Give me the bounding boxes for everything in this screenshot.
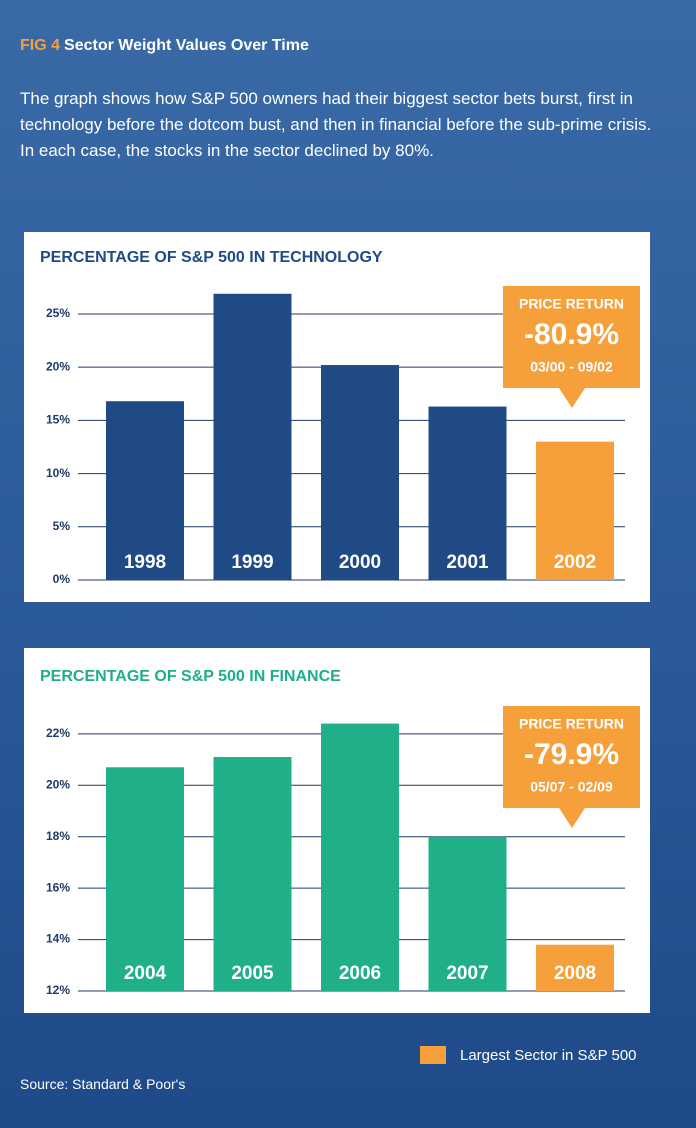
callout-box xyxy=(503,706,640,808)
callout-title: PRICE RETURN xyxy=(519,296,624,312)
y-tick-label: 18% xyxy=(46,829,70,843)
chart-title: PERCENTAGE OF S&P 500 IN TECHNOLOGY xyxy=(40,249,383,266)
source: Source: Standard & Poor's xyxy=(20,1076,186,1092)
bar-category-label: 2001 xyxy=(446,552,489,573)
callout-value: -80.9% xyxy=(524,318,619,351)
bar-category-label: 2005 xyxy=(231,963,274,984)
y-tick-label: 20% xyxy=(46,359,70,373)
figure-title: Sector Weight Values Over Time xyxy=(64,37,309,54)
bar xyxy=(428,836,507,991)
bar-category-label: 1998 xyxy=(124,552,166,573)
callout-pointer xyxy=(559,808,585,828)
figure-label: FIG 4 xyxy=(20,37,61,54)
bar-category-label: 2007 xyxy=(446,963,488,984)
bar xyxy=(321,365,399,580)
y-tick-label: 14% xyxy=(46,932,70,946)
bar xyxy=(536,441,614,580)
y-tick-label: 15% xyxy=(46,413,70,427)
y-tick-label: 10% xyxy=(46,466,70,480)
y-tick-label: 20% xyxy=(46,777,70,791)
bar xyxy=(106,767,184,991)
bar xyxy=(321,723,399,991)
bar xyxy=(106,401,184,580)
callout-title: PRICE RETURN xyxy=(519,716,624,732)
chart-title: PERCENTAGE OF S&P 500 IN FINANCE xyxy=(40,668,341,685)
callout-period: 05/07 - 02/09 xyxy=(530,779,613,795)
bar-category-label: 1999 xyxy=(231,552,273,573)
bar xyxy=(536,944,614,991)
figure-heading: FIG 4 Sector Weight Values Over Time xyxy=(20,37,309,55)
bar-category-label: 2008 xyxy=(554,963,596,984)
y-tick-label: 12% xyxy=(46,983,70,997)
callout-period: 03/00 - 09/02 xyxy=(530,359,613,375)
legend-swatch xyxy=(420,1046,446,1064)
callout-pointer xyxy=(559,388,585,408)
callout-box xyxy=(503,286,640,388)
y-tick-label: 25% xyxy=(46,306,70,320)
y-tick-label: 16% xyxy=(46,880,70,894)
bar-category-label: 2006 xyxy=(339,963,381,984)
bar xyxy=(428,406,507,580)
description: The graph shows how S&P 500 owners had t… xyxy=(20,89,652,160)
bar-category-label: 2000 xyxy=(339,552,381,573)
y-tick-label: 0% xyxy=(53,572,71,586)
y-tick-label: 22% xyxy=(46,726,70,740)
bar-category-label: 2004 xyxy=(124,963,167,984)
bar xyxy=(213,757,292,991)
callout-value: -79.9% xyxy=(524,738,619,771)
legend-label: Largest Sector in S&P 500 xyxy=(460,1047,637,1064)
y-tick-label: 5% xyxy=(53,519,71,533)
bar-category-label: 2002 xyxy=(554,552,596,573)
bar xyxy=(213,293,292,580)
